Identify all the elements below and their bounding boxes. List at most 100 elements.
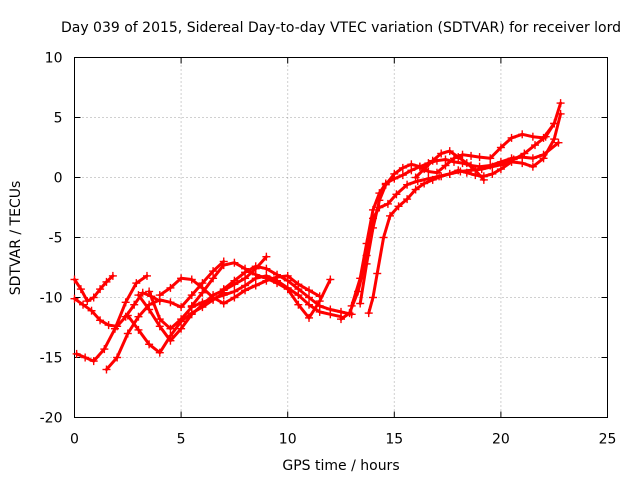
data-point — [507, 157, 516, 166]
data-point — [219, 299, 228, 308]
data-point — [368, 223, 377, 232]
data-point — [132, 279, 141, 288]
data-point — [528, 162, 537, 171]
data-point — [394, 202, 403, 211]
data-point — [89, 293, 98, 302]
data-point — [262, 264, 271, 273]
data-point — [294, 285, 303, 294]
y-tick-label: -15 — [40, 351, 63, 367]
data-point — [305, 286, 314, 295]
y-tick-label: 5 — [54, 111, 63, 127]
data-point — [273, 279, 282, 288]
data-point — [479, 175, 488, 184]
data-point — [230, 276, 239, 285]
data-point — [283, 285, 292, 294]
data-point — [467, 151, 476, 160]
data-point — [209, 293, 218, 302]
data-point — [528, 154, 537, 163]
data-point — [432, 168, 441, 177]
data-point — [411, 185, 420, 194]
data-point — [462, 168, 471, 177]
data-point — [345, 309, 354, 318]
data-point — [251, 281, 260, 290]
data-point — [177, 324, 186, 333]
data-point — [187, 291, 196, 300]
data-point — [262, 252, 271, 261]
data-point — [155, 348, 164, 357]
data-point — [81, 353, 90, 362]
data-point — [407, 160, 416, 169]
data-point — [373, 269, 382, 278]
data-point — [96, 285, 105, 294]
data-point — [305, 300, 314, 309]
data-point — [121, 298, 130, 307]
data-point — [326, 305, 335, 314]
data-point — [187, 301, 196, 310]
data-point — [381, 180, 390, 189]
data-series — [70, 99, 565, 374]
data-point — [219, 285, 228, 294]
data-point — [556, 109, 565, 118]
data-point — [145, 340, 154, 349]
data-point — [100, 345, 109, 354]
data-point — [539, 133, 548, 142]
data-point — [273, 270, 282, 279]
data-point — [415, 162, 424, 171]
y-tick-label: 10 — [45, 51, 63, 67]
data-point — [539, 154, 548, 163]
data-point — [383, 199, 392, 208]
data-point — [364, 309, 373, 318]
series-line — [105, 260, 226, 371]
data-point — [283, 276, 292, 285]
series-arc-15 — [411, 147, 488, 184]
data-point — [411, 173, 420, 182]
data-point — [475, 153, 484, 162]
data-point — [130, 300, 139, 309]
data-point — [70, 294, 79, 303]
data-point — [177, 274, 186, 283]
y-tick-label: -10 — [40, 291, 63, 307]
series-line — [367, 112, 563, 315]
data-point — [531, 141, 540, 150]
data-point — [462, 159, 471, 168]
data-point — [337, 315, 345, 324]
data-point — [138, 288, 147, 297]
data-point — [471, 166, 480, 175]
data-point — [198, 298, 207, 307]
series-line — [126, 291, 226, 355]
data-point — [305, 313, 314, 322]
data-point — [166, 336, 175, 345]
data-point — [428, 156, 437, 165]
series-arc-14 — [364, 109, 565, 318]
data-point — [145, 287, 154, 296]
x-tick-label: 0 — [70, 432, 79, 448]
data-point — [518, 159, 527, 168]
data-point — [392, 190, 401, 199]
data-point — [305, 293, 314, 302]
plot-frame — [74, 57, 608, 418]
data-point — [437, 149, 446, 158]
y-tick-label: -20 — [40, 411, 63, 427]
data-point — [403, 180, 412, 189]
data-point — [294, 300, 303, 309]
data-point — [458, 150, 467, 159]
data-point — [79, 300, 88, 309]
data-point — [187, 310, 196, 319]
data-point — [177, 303, 186, 312]
data-point — [347, 301, 356, 310]
data-point — [241, 268, 250, 277]
data-point — [108, 271, 117, 280]
series-line — [158, 274, 322, 305]
chart-title: Day 039 of 2015, Sidereal Day-to-day VTE… — [61, 20, 621, 36]
data-point — [198, 288, 207, 297]
data-point — [230, 293, 239, 302]
data-point — [251, 270, 260, 279]
data-point — [113, 353, 122, 362]
data-point — [420, 179, 429, 188]
data-point — [166, 283, 175, 292]
data-point — [390, 169, 399, 178]
data-point — [72, 349, 81, 358]
data-point — [134, 291, 143, 300]
data-point — [89, 357, 98, 366]
